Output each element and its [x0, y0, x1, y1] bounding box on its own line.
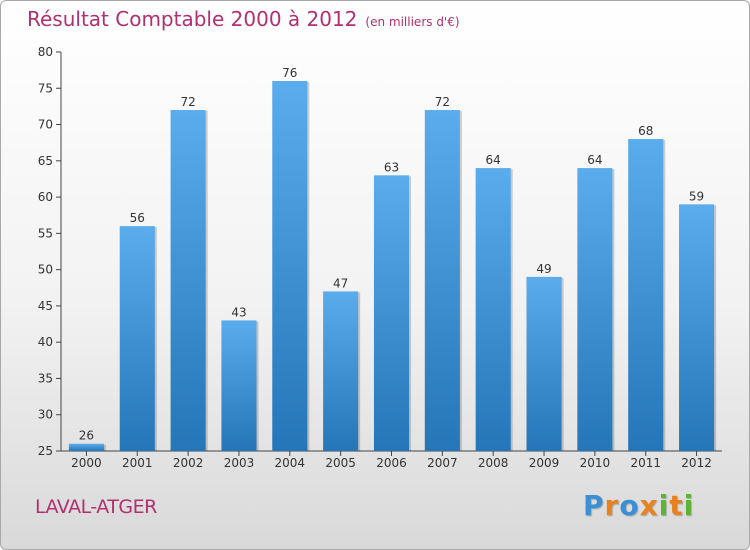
bar	[628, 139, 664, 451]
x-tick-label: 2010	[580, 456, 611, 470]
y-tick-label: 75	[38, 81, 53, 95]
brand-logo: Proxiti	[583, 489, 694, 522]
y-tick-label: 80	[38, 45, 53, 59]
bar	[475, 168, 511, 451]
bar	[323, 291, 359, 451]
bar	[373, 175, 410, 451]
brand-letter: P	[583, 489, 605, 522]
bar-value-label: 59	[689, 189, 704, 203]
x-tick-label: 2004	[275, 456, 306, 470]
brand-letter: r	[604, 489, 620, 522]
bar	[577, 168, 613, 451]
y-tick-label: 60	[38, 190, 53, 204]
bar-value-label: 72	[180, 95, 195, 109]
brand-letter: t	[669, 489, 684, 522]
bar	[119, 226, 155, 451]
chart-bars	[68, 81, 717, 451]
brand-letter: x	[639, 489, 659, 522]
bar	[424, 110, 460, 451]
bar	[679, 204, 715, 451]
brand-letter: i	[683, 489, 695, 522]
bar-value-label: 76	[282, 66, 297, 80]
y-tick-label: 25	[38, 444, 53, 458]
location-name: LAVAL-ATGER	[35, 496, 157, 518]
chart-axes: 25 30 35 40 45 50 55 60 65 70 75 80 2000 2001 2002 2003…	[38, 45, 722, 470]
brand-letter: o	[619, 489, 640, 522]
bar-value-label: 56	[130, 211, 145, 225]
x-tick-label: 2009	[529, 456, 560, 470]
bar-value-label: 47	[333, 276, 348, 290]
x-tick-label: 2011	[630, 456, 661, 470]
chart-subtitle: (en milliers d'€)	[365, 15, 460, 29]
bar	[526, 276, 562, 451]
bar-value-label: 72	[435, 95, 450, 109]
brand-letter: i	[658, 489, 670, 522]
bar	[272, 81, 308, 451]
y-tick-label: 55	[38, 226, 53, 240]
bar-value-label: 63	[384, 160, 399, 174]
y-tick-label: 30	[38, 408, 53, 422]
y-tick-label: 70	[38, 118, 53, 132]
y-tick-label: 65	[38, 154, 53, 168]
bar-value-label: 64	[587, 153, 602, 167]
bar-value-label: 26	[79, 429, 94, 443]
x-tick-label: 2007	[427, 456, 458, 470]
bar	[170, 110, 206, 451]
bar-value-label: 64	[486, 153, 501, 167]
y-tick-label: 45	[38, 299, 53, 313]
chart-title: Résultat Comptable 2000 à 2012 (en millie…	[27, 7, 460, 31]
chart-value-labels: 26 56 72 43 76 47 63 72 64 49 64 68 59	[79, 66, 704, 443]
x-tick-label: 2006	[376, 456, 407, 470]
y-tick-label: 35	[38, 371, 53, 385]
x-tick-label: 2001	[122, 456, 153, 470]
x-tick-label: 2012	[681, 456, 712, 470]
x-tick-label: 2002	[173, 456, 204, 470]
y-tick-label: 40	[38, 335, 53, 349]
bar	[221, 320, 257, 451]
x-tick-label: 2003	[224, 456, 255, 470]
x-tick-label: 2008	[478, 456, 509, 470]
bar	[68, 443, 104, 451]
bar-value-label: 49	[536, 262, 551, 276]
x-tick-label: 2005	[325, 456, 356, 470]
chart-title-text: Résultat Comptable 2000 à 2012	[27, 7, 358, 31]
y-tick-label: 50	[38, 263, 53, 277]
bar-value-label: 68	[638, 124, 653, 138]
bar-value-label: 43	[231, 305, 246, 319]
x-tick-label: 2000	[71, 456, 102, 470]
